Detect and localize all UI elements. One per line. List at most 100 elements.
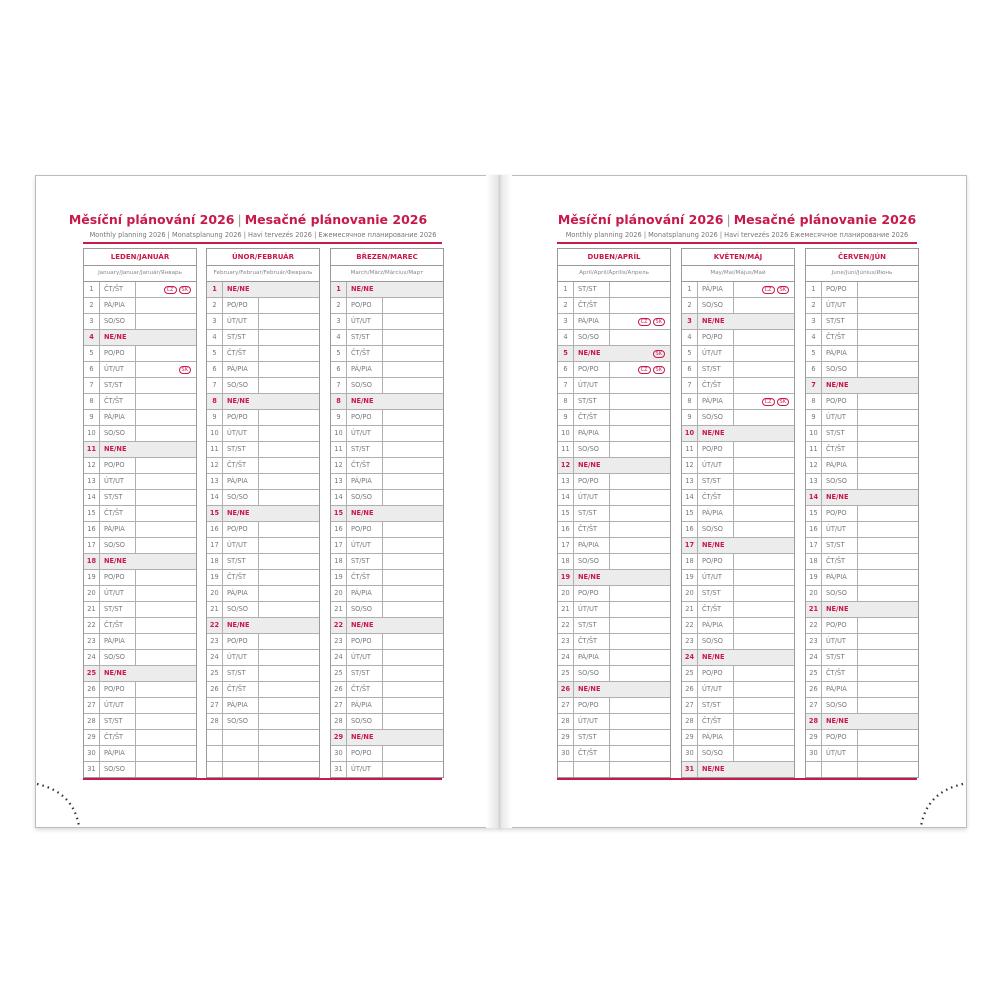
day-row[interactable]: 11 ČT/ŠT: [806, 442, 918, 458]
day-row[interactable]: 15 ST/ST: [558, 506, 670, 522]
day-notes[interactable]: SK: [136, 362, 196, 377]
day-notes[interactable]: [610, 634, 670, 649]
day-row[interactable]: 10 ÚT/UT: [207, 426, 319, 442]
day-row[interactable]: 30 PÁ/PIA: [84, 746, 196, 762]
day-row[interactable]: 8 PÁ/PIA CZ SK: [682, 394, 794, 410]
day-row[interactable]: 20 PÁ/PIA: [207, 586, 319, 602]
day-row[interactable]: 21 ČT/ŠT: [682, 602, 794, 618]
day-row[interactable]: 27 ST/ST: [682, 698, 794, 714]
day-row[interactable]: 5 NE/NE SK: [558, 346, 670, 362]
day-row[interactable]: 12 PO/PO: [84, 458, 196, 474]
day-row[interactable]: 3 ÚT/UT: [331, 314, 443, 330]
day-notes[interactable]: [734, 458, 794, 473]
day-notes[interactable]: [610, 426, 670, 441]
day-row[interactable]: 5 ÚT/UT: [682, 346, 794, 362]
day-notes[interactable]: [734, 666, 794, 681]
day-notes[interactable]: [135, 554, 196, 569]
day-notes[interactable]: [858, 698, 918, 713]
day-notes[interactable]: [259, 666, 319, 681]
day-notes[interactable]: [858, 730, 918, 745]
day-notes[interactable]: CZ SK: [734, 282, 794, 297]
day-row[interactable]: 5 ČT/ŠT: [331, 346, 443, 362]
day-row[interactable]: 13 SO/SO: [806, 474, 918, 490]
day-row[interactable]: 2 SO/SO: [682, 298, 794, 314]
day-row[interactable]: 20 ÚT/UT: [84, 586, 196, 602]
day-row[interactable]: 28 SO/SO: [331, 714, 443, 730]
day-row[interactable]: 23 PÁ/PIA: [84, 634, 196, 650]
day-notes[interactable]: [259, 602, 319, 617]
day-row[interactable]: 14 SO/SO: [207, 490, 319, 506]
day-row[interactable]: 31 NE/NE: [682, 762, 794, 777]
day-notes[interactable]: [610, 554, 670, 569]
day-notes[interactable]: CZ SK: [610, 314, 670, 329]
day-row[interactable]: 9 PÁ/PIA: [84, 410, 196, 426]
day-row[interactable]: 21 SO/SO: [207, 602, 319, 618]
day-notes[interactable]: [383, 298, 443, 313]
day-row[interactable]: 15 NE/NE: [207, 506, 319, 522]
day-row[interactable]: 9 ČT/ŠT: [558, 410, 670, 426]
day-notes[interactable]: [136, 378, 196, 393]
day-notes[interactable]: [259, 474, 319, 489]
day-notes[interactable]: [734, 682, 794, 697]
day-notes[interactable]: CZ SK: [136, 282, 196, 297]
day-notes[interactable]: [610, 330, 670, 345]
day-notes[interactable]: [734, 298, 794, 313]
day-row[interactable]: 16 ÚT/UT: [806, 522, 918, 538]
day-row[interactable]: 17 NE/NE: [682, 538, 794, 554]
day-notes[interactable]: [734, 506, 794, 521]
day-row[interactable]: 25 ST/ST: [207, 666, 319, 682]
day-row[interactable]: 23 SO/SO: [682, 634, 794, 650]
day-notes[interactable]: [383, 602, 443, 617]
day-notes[interactable]: [136, 458, 196, 473]
day-notes[interactable]: [609, 570, 670, 585]
day-notes[interactable]: [610, 490, 670, 505]
day-row[interactable]: 14 ČT/ŠT: [682, 490, 794, 506]
day-row[interactable]: 26 NE/NE: [558, 682, 670, 698]
day-row[interactable]: 17 SO/SO: [84, 538, 196, 554]
day-row[interactable]: 4 ČT/ŠT: [806, 330, 918, 346]
day-notes[interactable]: SK: [609, 346, 670, 361]
day-row[interactable]: 15 PÁ/PIA: [682, 506, 794, 522]
day-row[interactable]: 26 PÁ/PIA: [806, 682, 918, 698]
day-notes[interactable]: [610, 666, 670, 681]
day-notes[interactable]: [610, 394, 670, 409]
day-row[interactable]: 21 ÚT/UT: [558, 602, 670, 618]
day-row[interactable]: 11 NE/NE: [84, 442, 196, 458]
day-notes[interactable]: [857, 490, 918, 505]
day-row[interactable]: 22 NE/NE: [331, 618, 443, 634]
day-row[interactable]: 14 SO/SO: [331, 490, 443, 506]
day-notes[interactable]: [383, 746, 443, 761]
day-row[interactable]: 17 ÚT/UT: [331, 538, 443, 554]
day-row[interactable]: 21 ST/ST: [84, 602, 196, 618]
day-row[interactable]: 28 NE/NE: [806, 714, 918, 730]
day-notes[interactable]: [734, 346, 794, 361]
day-row[interactable]: 26 PO/PO: [84, 682, 196, 698]
day-row[interactable]: 29 PÁ/PIA: [682, 730, 794, 746]
day-notes[interactable]: [858, 314, 918, 329]
day-notes[interactable]: [259, 586, 319, 601]
day-row[interactable]: 5 ČT/ŠT: [207, 346, 319, 362]
day-row[interactable]: 31 SO/SO: [84, 762, 196, 777]
day-row[interactable]: 1 ST/ST: [558, 282, 670, 298]
day-row[interactable]: 12 NE/NE: [558, 458, 670, 474]
day-notes[interactable]: [258, 506, 319, 521]
day-row[interactable]: 17 ST/ST: [806, 538, 918, 554]
day-row[interactable]: 5 PO/PO: [84, 346, 196, 362]
day-row[interactable]: 14 NE/NE: [806, 490, 918, 506]
day-row[interactable]: 20 PO/PO: [558, 586, 670, 602]
day-row[interactable]: 2 PÁ/PIA: [84, 298, 196, 314]
day-notes[interactable]: [383, 378, 443, 393]
day-notes[interactable]: [734, 746, 794, 761]
day-row[interactable]: 22 ČT/ŠT: [84, 618, 196, 634]
day-notes[interactable]: [259, 458, 319, 473]
day-row[interactable]: 4 ST/ST: [331, 330, 443, 346]
day-notes[interactable]: [734, 618, 794, 633]
day-row[interactable]: 21 NE/NE: [806, 602, 918, 618]
day-notes[interactable]: [382, 282, 443, 297]
day-notes[interactable]: [136, 394, 196, 409]
day-row[interactable]: 6 ST/ST: [682, 362, 794, 378]
day-notes[interactable]: [610, 602, 670, 617]
day-row[interactable]: 13 ST/ST: [682, 474, 794, 490]
day-row[interactable]: 25 NE/NE: [84, 666, 196, 682]
day-row[interactable]: 1 NE/NE: [331, 282, 443, 298]
